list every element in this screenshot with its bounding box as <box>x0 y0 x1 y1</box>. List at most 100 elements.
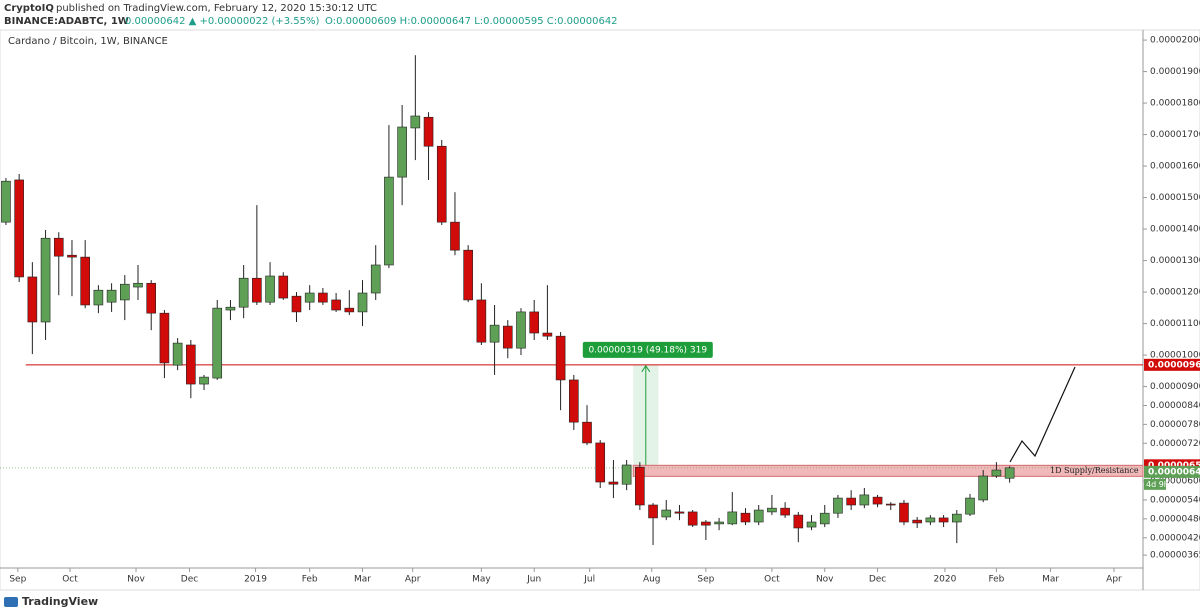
candle-body <box>819 512 830 525</box>
x-tick-label: Aug <box>643 575 661 585</box>
candle-body <box>357 292 368 313</box>
zone-label: 1D Supply/Resistance <box>1050 466 1139 475</box>
candle-body <box>991 469 1002 477</box>
candle-body <box>238 277 249 308</box>
candle-body <box>252 277 262 303</box>
candle-body <box>806 521 817 528</box>
candle-body <box>1 180 11 223</box>
candle-body <box>67 254 77 258</box>
candle-body <box>885 503 896 506</box>
candle-body <box>701 521 711 526</box>
candle-body <box>978 475 989 501</box>
candle-body <box>463 249 473 301</box>
candle-body <box>542 332 553 337</box>
candle-body <box>582 421 592 444</box>
y-tick-label: 0.00000720 <box>1150 439 1200 449</box>
candle-body <box>344 307 355 313</box>
candle-body <box>14 179 24 278</box>
candle-body <box>489 324 500 343</box>
y-tick-label: 0.00001600 <box>1150 162 1200 172</box>
candle-body <box>278 275 289 299</box>
x-tick-label: Oct <box>764 575 780 585</box>
plot-frame <box>0 29 1200 591</box>
candle-body <box>384 176 394 266</box>
candle-body <box>27 276 38 323</box>
y-tick-label: 0.00001200 <box>1150 288 1200 298</box>
y-tick-label: 0.00001400 <box>1150 225 1200 235</box>
ohlc: O:0.00000609 H:0.00000647 L:0.00000595 C… <box>325 16 618 27</box>
candle-body <box>53 237 64 257</box>
y-tick-label: 0.00000900 <box>1150 382 1200 392</box>
y-tick-label: 0.00001100 <box>1150 319 1200 329</box>
candle-body <box>859 494 870 506</box>
symbol: BINANCE:ADABTC, 1W <box>4 16 129 27</box>
x-tick-label: Sep <box>9 575 26 585</box>
candle-body <box>172 342 183 366</box>
candle-body <box>212 307 223 379</box>
horizontal-line-price-box <box>1144 358 1200 371</box>
candle-body <box>833 497 843 514</box>
y-tick-label: 0.00001500 <box>1150 193 1200 203</box>
x-tick-label: Sep <box>697 575 714 585</box>
countdown-box <box>1144 478 1166 490</box>
y-tick-label: 0.00001000 <box>1150 351 1200 361</box>
x-tick-label: Jun <box>526 575 541 585</box>
candle-body <box>436 145 447 223</box>
measure-arrow-head <box>641 364 651 373</box>
candle-body <box>912 519 922 524</box>
footer-brand: TradingView <box>22 595 98 608</box>
candle-body <box>265 275 275 303</box>
candle-body <box>621 464 632 485</box>
candle-body <box>93 289 104 306</box>
candle-body <box>846 497 856 506</box>
y-tick-label: 0.00001700 <box>1150 130 1200 140</box>
candle-body <box>965 497 975 515</box>
x-tick-label: Apr <box>1106 575 1122 585</box>
candle-body <box>727 511 738 525</box>
x-tick-label: Mar <box>354 575 371 585</box>
candle-body <box>780 507 790 516</box>
countdown: 4d 9h <box>1146 480 1169 489</box>
candle-body <box>925 517 936 523</box>
measure-label-box <box>582 341 713 358</box>
candle-body <box>569 379 579 423</box>
x-tick-label: Nov <box>816 575 834 585</box>
x-tick-label: Dec <box>869 575 886 585</box>
x-tick-label: 2019 <box>244 575 267 585</box>
candle-body <box>159 312 170 364</box>
candle-body <box>476 299 487 343</box>
candle-body <box>423 116 434 147</box>
candle-body <box>80 256 90 306</box>
x-tick-label: Feb <box>302 575 318 585</box>
horizontal-line-price: 0.00000969 <box>1148 360 1200 370</box>
y-tick-label: 0.00001300 <box>1150 256 1200 266</box>
candle-body <box>938 517 949 523</box>
candle-body <box>199 376 209 385</box>
candle-body <box>397 126 407 178</box>
change: 0.00000642 ▲ +0.00000022 (+3.55%) <box>125 16 320 27</box>
candle-body <box>793 514 804 529</box>
measure-label: 0.00000319 (49.18%) 319 <box>588 345 707 355</box>
y-tick-label: 0.00000365 <box>1150 551 1200 561</box>
y-tick-label: 0.00000420 <box>1150 533 1200 543</box>
y-tick-label: 0.00001800 <box>1150 99 1200 109</box>
x-tick-label: Apr <box>405 575 421 585</box>
candle-body <box>740 512 751 523</box>
candle-body <box>872 496 883 505</box>
last-price: 0.00000642 <box>1148 467 1200 477</box>
x-tick-label: May <box>472 575 491 585</box>
author: CryptoIQ <box>4 3 54 14</box>
candle-body <box>595 442 606 483</box>
candle-body <box>146 282 157 314</box>
y-tick-label: 0.00000540 <box>1150 495 1200 505</box>
candle-body <box>951 513 962 523</box>
projection-path <box>1009 366 1076 463</box>
candle-body <box>318 292 328 303</box>
x-tick-label: 2020 <box>933 575 956 585</box>
y-tick-label: 0.00000480 <box>1150 514 1200 524</box>
candle-body <box>331 299 341 311</box>
candle-body <box>608 481 619 485</box>
candle-body <box>291 295 302 313</box>
